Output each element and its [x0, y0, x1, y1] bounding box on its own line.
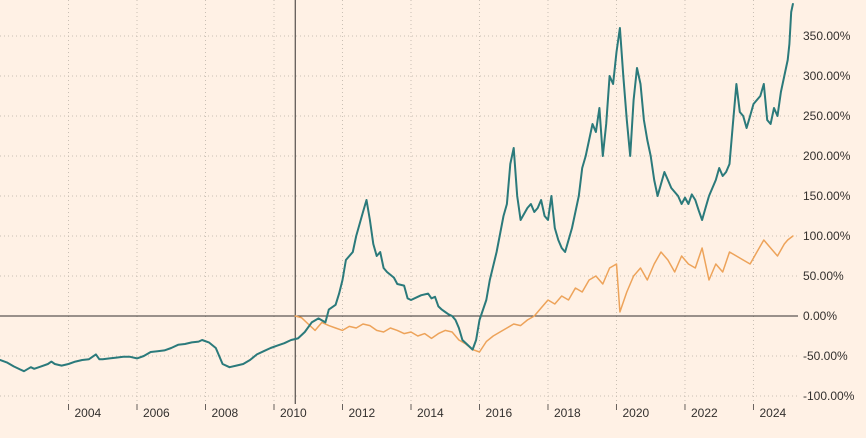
grid — [0, 0, 798, 404]
x-tick-label: 2008 — [211, 406, 238, 420]
x-axis-tick-labels: 2004 2006 2008 2010 2012 2014 2016 2018 2020 2022… — [67, 404, 786, 420]
x-tick-label: 2018 — [554, 406, 581, 420]
series-line-0 — [0, 3, 794, 373]
y-axis-tick-labels: 350.00% 300.00% 250.00% 200.00% 150.00% 100.0… — [803, 29, 855, 403]
y-tick-label: 300.00% — [803, 69, 851, 83]
y-tick-label: 250.00% — [803, 109, 851, 123]
x-tick-label: 2022 — [691, 406, 718, 420]
x-tick-label: 2016 — [485, 406, 512, 420]
x-tick-label: 2006 — [143, 406, 170, 420]
series-line-1 — [294, 235, 794, 353]
y-tick-label: -100.00% — [803, 389, 855, 403]
y-tick-label: 350.00% — [803, 29, 851, 43]
x-tick-label: 2010 — [280, 406, 307, 420]
series-lines — [0, 3, 794, 373]
x-tick-label: 2012 — [348, 406, 375, 420]
x-tick-label: 2020 — [622, 406, 649, 420]
y-tick-label: 200.00% — [803, 149, 851, 163]
y-tick-label: 0.00% — [803, 309, 837, 323]
x-tick-label: 2014 — [417, 406, 444, 420]
y-tick-label: 150.00% — [803, 189, 851, 203]
y-tick-label: 100.00% — [803, 229, 851, 243]
y-tick-label: -50.00% — [803, 349, 848, 363]
x-tick-label: 2024 — [759, 406, 786, 420]
x-tick-label: 2004 — [74, 406, 101, 420]
y-tick-label: 50.00% — [803, 269, 844, 283]
